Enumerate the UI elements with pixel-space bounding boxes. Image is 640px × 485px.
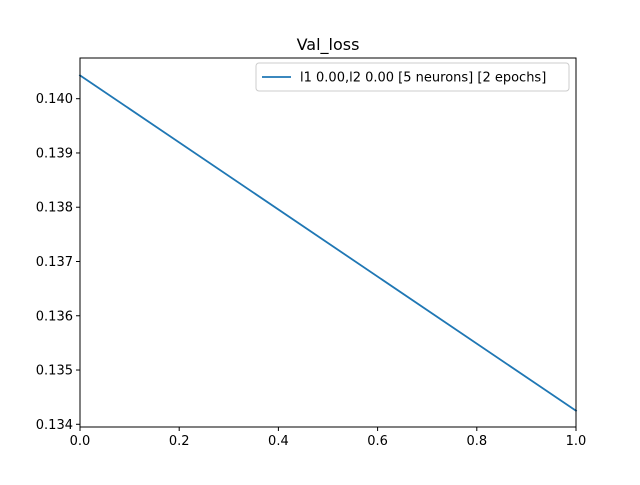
y-tick-label: 0.137	[36, 255, 73, 270]
y-tick-label: 0.136	[36, 309, 73, 324]
axes-frame	[79, 57, 577, 428]
legend-label: l1 0.00,l2 0.00 [5 neurons] [2 epochs]	[300, 71, 546, 86]
y-tick-label: 0.139	[36, 146, 73, 161]
plot-area	[78, 74, 578, 412]
axes: 0.0 0.2 0.4 0.6 0.8 1.0 0.134 0.135 0.136 0.137 0.…	[36, 57, 587, 449]
x-tick-label: 0.2	[169, 434, 190, 449]
x-tick-label: 0.8	[466, 434, 487, 449]
x-tick-label: 0.6	[367, 434, 388, 449]
legend-box	[255, 62, 570, 92]
x-tick-label: 0.0	[70, 434, 91, 449]
legend: l1 0.00,l2 0.00 [5 neurons] [2 epochs]	[255, 62, 570, 92]
x-tick-label: 0.4	[268, 434, 289, 449]
y-tick-label: 0.134	[36, 418, 73, 433]
y-tick-label: 0.135	[36, 364, 73, 379]
y-tick-label: 0.138	[36, 201, 73, 216]
y-tick-label: 0.140	[36, 92, 73, 107]
series-line	[78, 74, 578, 412]
chart-title: Val_loss	[297, 35, 360, 55]
x-tick-label: 1.0	[566, 434, 587, 449]
